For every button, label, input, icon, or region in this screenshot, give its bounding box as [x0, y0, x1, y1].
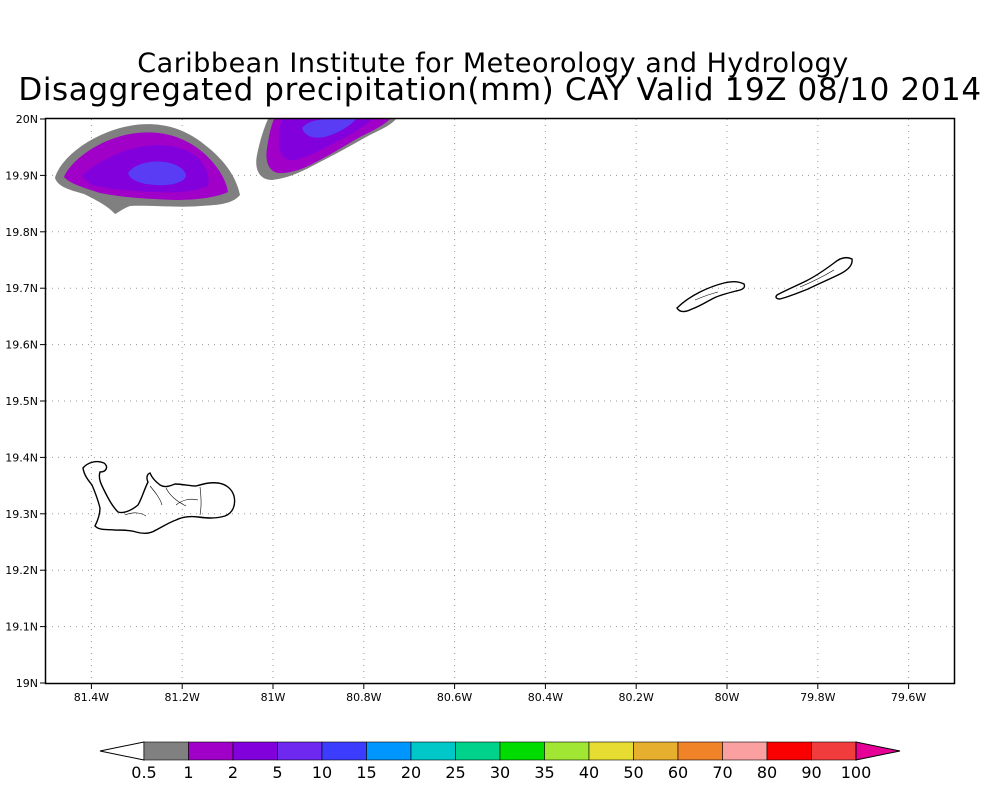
y-tick-label: 19.3N — [5, 508, 38, 521]
precip-shade-5-10 — [302, 119, 356, 138]
island-little-cayman — [676, 280, 746, 313]
island-cayman-brac — [775, 256, 853, 300]
x-axis-ticks: 81.4W 81.2W 81W 80.8W 80.6W 80.4W 80.2W 80W 79.8… — [74, 683, 926, 704]
colorbar-label: 15 — [356, 763, 376, 782]
colorbar-label: 60 — [668, 763, 688, 782]
x-tick-label: 79.6W — [891, 691, 926, 704]
y-tick-label: 19.9N — [5, 169, 38, 182]
colorbar-segment — [677, 741, 723, 761]
colorbar-segment — [410, 741, 456, 761]
colorbar-segment — [588, 741, 634, 761]
colorbar-segment — [855, 741, 901, 761]
precip-west-cell — [55, 124, 240, 214]
colorbar-label: 20 — [401, 763, 421, 782]
y-tick-label: 19.5N — [5, 395, 38, 408]
colorbar-label: 90 — [801, 763, 821, 782]
x-tick-label: 81.2W — [165, 691, 200, 704]
x-tick-label: 80.8W — [346, 691, 381, 704]
colorbar-segment — [722, 741, 768, 761]
colorbar-label: 70 — [712, 763, 732, 782]
colorbar-label: 80 — [757, 763, 777, 782]
x-tick-label: 80.4W — [528, 691, 563, 704]
colorbar-label: 50 — [623, 763, 643, 782]
colorbar-segment — [232, 741, 278, 761]
chart-title: Caribbean Institute for Meteorology and … — [137, 48, 849, 79]
colorbar-segment — [766, 741, 812, 761]
colorbar-label: 25 — [445, 763, 465, 782]
colorbar-segment — [499, 741, 545, 761]
colorbar-segment — [277, 741, 323, 761]
y-tick-label: 19.7N — [5, 282, 38, 295]
y-tick-label: 19.4N — [5, 451, 38, 464]
colorbar-segment — [544, 741, 590, 761]
colorbar-label: 0.5 — [131, 763, 156, 782]
colorbar-label: 10 — [312, 763, 332, 782]
colorbar-label: 100 — [841, 763, 872, 782]
colorbar-label: 1 — [183, 763, 193, 782]
colorbar-label: 5 — [272, 763, 282, 782]
chart-subtitle: Disaggregated precipitation(mm) CAY Vali… — [18, 72, 982, 108]
graticule-grid — [46, 119, 954, 683]
colorbar-segment — [633, 741, 679, 761]
y-tick-label: 19.1N — [5, 621, 38, 634]
x-tick-label: 81.4W — [74, 691, 109, 704]
island-grand-cayman — [82, 460, 236, 535]
y-tick-label: 19N — [16, 677, 38, 690]
x-tick-label: 79.8W — [800, 691, 835, 704]
colorbar-label: 40 — [579, 763, 599, 782]
colorbar-segment — [366, 741, 412, 761]
colorbar-segment — [143, 741, 189, 761]
colorbar-label: 2 — [228, 763, 238, 782]
colorbar: 0.5 1 2 5 10 15 20 25 30 35 40 50 60 70 80 90 100 — [99, 741, 901, 782]
x-tick-label: 80.6W — [437, 691, 472, 704]
colorbar-label: 30 — [490, 763, 510, 782]
precip-shade-5-10 — [128, 161, 186, 186]
y-axis-ticks: 20N 19.9N 19.8N 19.7N 19.6N 19.5N 19.4N 19.3N 19… — [5, 113, 46, 690]
colorbar-segment — [321, 741, 367, 761]
y-tick-label: 20N — [16, 113, 38, 126]
colorbar-segment — [811, 741, 857, 761]
colorbar-label: 35 — [534, 763, 554, 782]
x-tick-label: 81W — [261, 691, 286, 704]
precip-north-cell — [256, 119, 396, 180]
y-tick-label: 19.2N — [5, 564, 38, 577]
colorbar-segment — [455, 741, 501, 761]
x-tick-label: 80W — [715, 691, 740, 704]
precip-shade-2-5 — [279, 119, 372, 161]
colorbar-segment — [188, 741, 234, 761]
y-tick-label: 19.6N — [5, 339, 38, 352]
x-tick-label: 80.2W — [619, 691, 654, 704]
y-tick-label: 19.8N — [5, 226, 38, 239]
colorbar-segment — [99, 741, 145, 761]
